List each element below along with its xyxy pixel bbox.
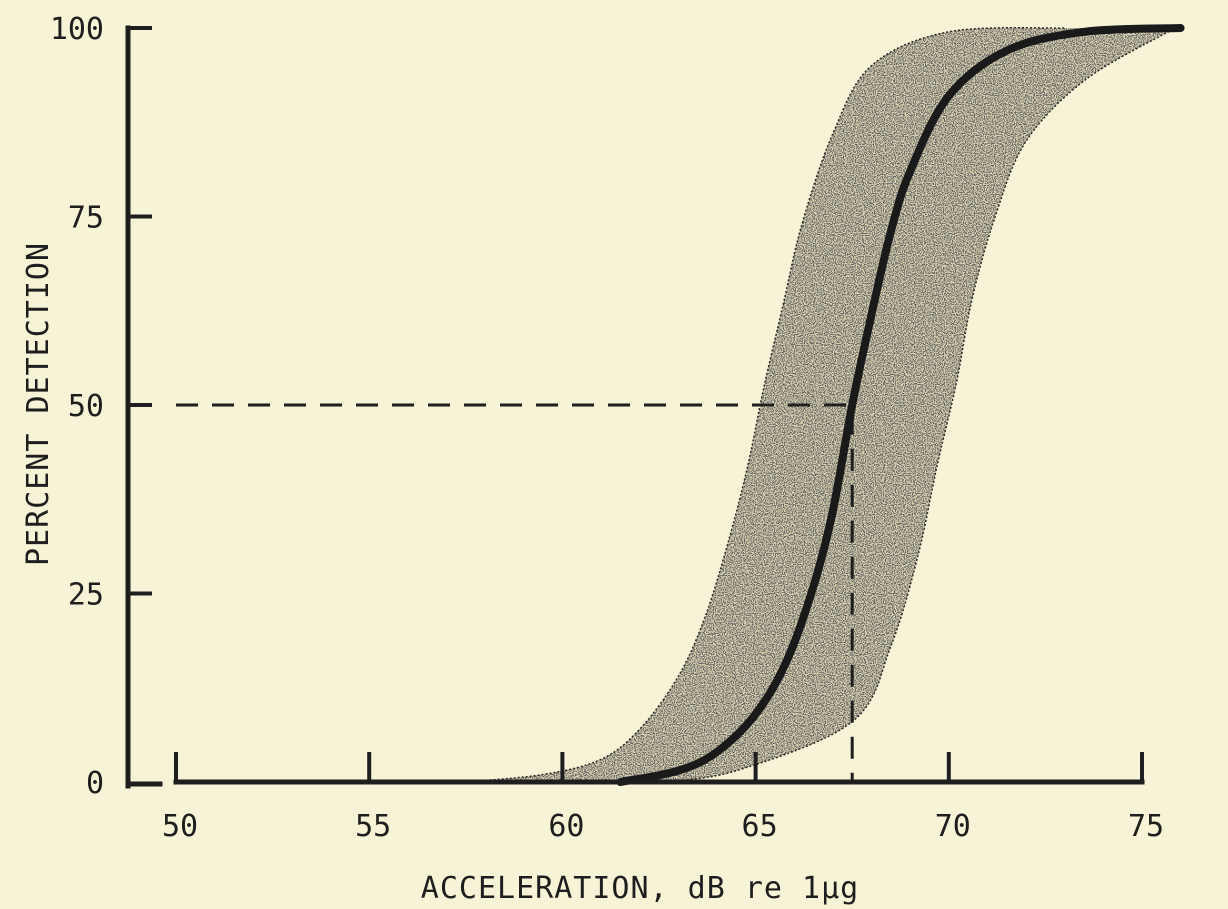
- fifty-percent-reference-line: [176, 403, 854, 782]
- x-tick-label: 50: [162, 809, 198, 844]
- x-tick-label: 55: [355, 809, 391, 844]
- y-tick-label: 100: [50, 12, 104, 47]
- x-tick-label: 60: [548, 809, 584, 844]
- y-tick-label: 25: [68, 578, 104, 613]
- x-tick-label: 70: [935, 809, 971, 844]
- y-tick-label: 75: [68, 201, 104, 236]
- band-right-edge: [658, 27, 1181, 783]
- y-tick-label: 0: [86, 766, 104, 801]
- median-curve: [616, 24, 1185, 786]
- y-tick-label: 50: [68, 389, 104, 424]
- x-axis-ticks: 50 55 60 65 70 75: [162, 752, 1164, 844]
- x-tick-label: 65: [742, 809, 778, 844]
- band-left-edge: [465, 27, 1065, 783]
- y-axis-ticks: 0 25 50 75 100: [50, 12, 152, 801]
- x-tick-label: 75: [1128, 809, 1164, 844]
- x-axis-label: ACCELERATION, dB re 1μg: [421, 871, 859, 906]
- y-axis-label: PERCENT DETECTION: [21, 242, 56, 566]
